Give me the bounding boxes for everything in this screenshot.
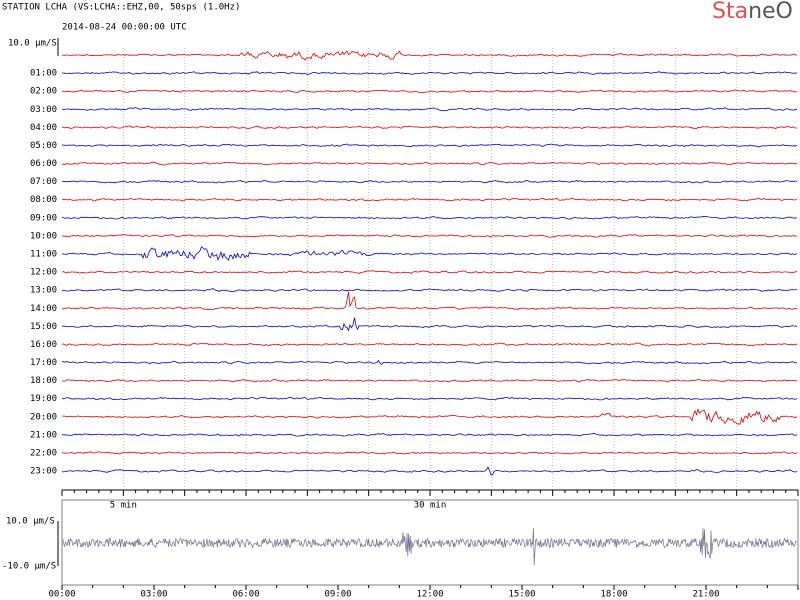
station-title: STATION LCHA (VS:LCHA::EHZ,00, 50sps (1.… [2, 3, 240, 13]
time-label: 18:00 [600, 590, 627, 600]
time-label: 21:00 [692, 590, 719, 600]
row-label: 18:00 [30, 376, 57, 386]
axis-label: 30 min [414, 501, 447, 511]
trace [62, 161, 798, 166]
row-label: 05:00 [30, 141, 57, 151]
trace [61, 71, 798, 75]
trace [62, 291, 798, 311]
trace [61, 125, 798, 130]
row-label: 01:00 [30, 69, 57, 79]
trace [61, 50, 797, 61]
time-label: 15:00 [508, 590, 535, 600]
time-label: 06:00 [232, 590, 259, 600]
row-label: 19:00 [30, 394, 57, 404]
logo-part: neO [748, 0, 793, 24]
trace [61, 378, 798, 383]
overview-bottom-label: -10.0 μm/S [2, 562, 56, 572]
time-label: 00:00 [48, 590, 75, 600]
logo-part: Sta [712, 0, 748, 24]
trace [61, 215, 798, 220]
row-label: 08:00 [30, 195, 57, 205]
row-label: 02:00 [30, 87, 57, 97]
row-label: 21:00 [30, 430, 57, 440]
row-label: 15:00 [30, 322, 57, 332]
overview-trace [62, 528, 797, 566]
row-label: 14:00 [30, 304, 57, 314]
trace [61, 451, 798, 455]
row-label: 09:00 [30, 213, 57, 223]
row-label: 13:00 [30, 286, 57, 296]
row-label: 06:00 [30, 159, 57, 169]
trace [61, 466, 798, 476]
trace [61, 179, 798, 184]
axis-label: 5 min [110, 501, 137, 511]
time-label: 03:00 [140, 590, 167, 600]
row-label: 20:00 [30, 412, 57, 422]
row-label: 12:00 [30, 268, 57, 278]
trace [61, 246, 798, 261]
row-label: 17:00 [30, 358, 57, 368]
trace [61, 234, 798, 238]
trace [61, 408, 798, 425]
trace [61, 396, 798, 401]
row-label: 07:00 [30, 177, 57, 187]
row-label: 11:00 [30, 249, 57, 259]
row-label: 23:00 [30, 467, 57, 477]
start-time: 2014-08-24 00:00:00 UTC [62, 23, 187, 33]
row-label: 22:00 [30, 448, 57, 458]
row-label: 04:00 [30, 123, 57, 133]
trace [61, 342, 798, 347]
time-label: 12:00 [416, 590, 443, 600]
logo: StaneO [712, 0, 793, 24]
trace [62, 317, 798, 332]
trace [61, 107, 798, 112]
row-label: 10:00 [30, 231, 57, 241]
scale-label: 10.0 μm/S [8, 39, 57, 49]
overview-top-label: 10.0 μm/S [6, 517, 55, 527]
trace [61, 197, 798, 202]
time-label: 09:00 [324, 590, 351, 600]
row-label: 16:00 [30, 340, 57, 350]
trace [61, 89, 798, 94]
trace [61, 432, 798, 437]
trace [61, 270, 798, 274]
row-label: 03:00 [30, 105, 57, 115]
trace [61, 143, 798, 148]
trace [61, 288, 798, 292]
trace [61, 359, 798, 366]
